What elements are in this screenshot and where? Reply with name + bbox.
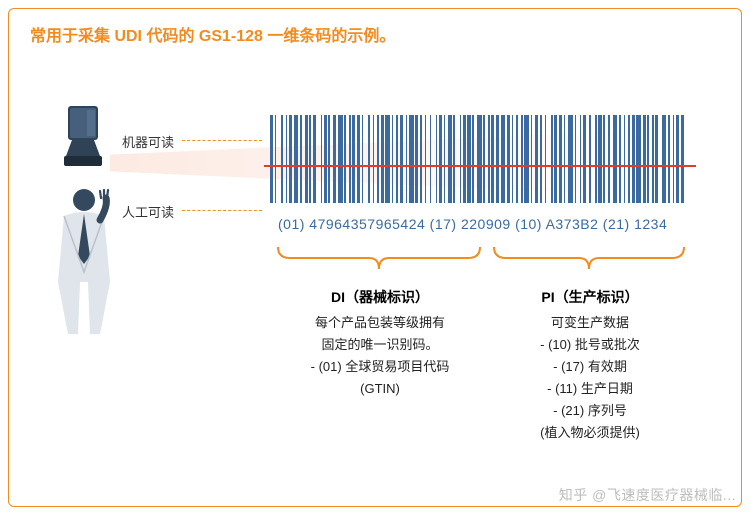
pi-body: 可变生产数据- (10) 批号或批次- (17) 有效期- (11) 生产日期-… (500, 312, 680, 445)
di-body: 每个产品包装等级拥有固定的唯一识别码。- (01) 全球贸易项目代码(GTIN) (290, 312, 470, 400)
label-machine: 机器可读 (122, 132, 174, 151)
barcode-text: (01) 47964357965424 (17) 220909 (10) A37… (278, 216, 667, 232)
page-title: 常用于采集 UDI 代码的 GS1-128 一维条码的示例。 (30, 22, 395, 46)
person-icon (48, 186, 120, 336)
label-human: 人工可读 (122, 202, 174, 221)
scanner-icon (54, 104, 112, 174)
brace-di (276, 245, 482, 271)
pi-title: PI（生产标识） (510, 287, 670, 307)
watermark: 知乎 @飞速度医疗器械临... (559, 485, 736, 505)
scan-line (264, 165, 696, 167)
dash-machine (182, 140, 262, 141)
barcode (270, 115, 690, 203)
brace-pi (492, 245, 686, 271)
di-title: DI（器械标识） (300, 287, 460, 307)
dash-human (182, 210, 262, 211)
